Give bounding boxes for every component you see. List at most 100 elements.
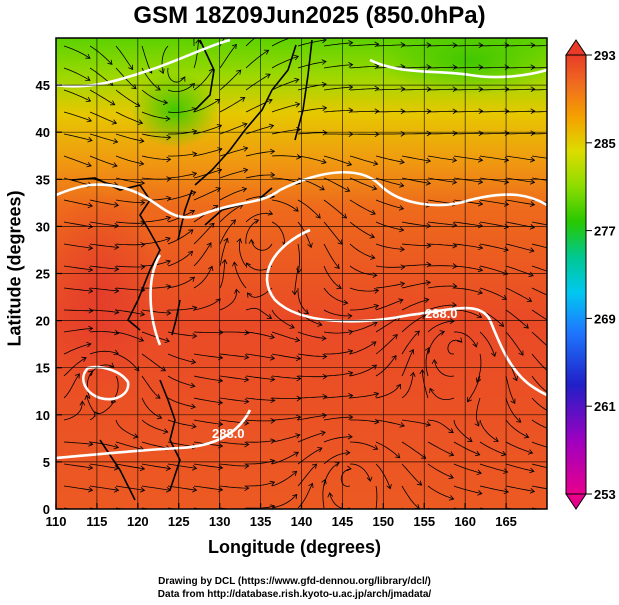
streamline bbox=[324, 350, 353, 355]
streamline bbox=[401, 264, 431, 267]
streamline-arrowhead bbox=[180, 76, 186, 82]
x-tick-label: 155 bbox=[413, 514, 435, 529]
streamline bbox=[531, 441, 547, 448]
streamline bbox=[531, 419, 547, 429]
streamline-arrowhead bbox=[113, 201, 120, 208]
streamline bbox=[349, 155, 378, 165]
streamline-arrowhead bbox=[557, 109, 561, 114]
streamline bbox=[401, 349, 414, 377]
streamline-arrowhead bbox=[557, 43, 561, 48]
streamline bbox=[86, 370, 93, 399]
streamline-arrowhead bbox=[79, 400, 86, 406]
streamline bbox=[167, 251, 193, 267]
streamline-arrowhead bbox=[86, 161, 92, 168]
streamline bbox=[297, 288, 309, 314]
x-tick-label: 165 bbox=[495, 514, 517, 529]
streamline-arrowhead bbox=[557, 87, 561, 92]
streamline-arrowhead bbox=[373, 303, 380, 310]
temperature-field bbox=[56, 38, 547, 509]
streamline-arrowhead bbox=[474, 421, 480, 427]
streamline-arrowhead bbox=[242, 146, 249, 152]
streamline-arrowhead bbox=[296, 414, 302, 421]
streamline bbox=[349, 243, 375, 259]
streamline-arrowhead bbox=[501, 294, 508, 300]
streamline-arrowhead bbox=[244, 354, 250, 360]
streamline-arrowhead bbox=[425, 157, 432, 164]
streamline-arrowhead bbox=[392, 334, 398, 340]
streamline-arrowhead bbox=[452, 130, 458, 137]
streamline bbox=[115, 221, 145, 224]
streamline-arrowhead bbox=[270, 418, 276, 424]
y-tick-label: 10 bbox=[36, 408, 50, 423]
streamline-arrowhead bbox=[551, 411, 556, 416]
streamline bbox=[294, 265, 299, 295]
contour-label: 288.0 bbox=[425, 306, 458, 321]
streamline bbox=[323, 221, 343, 245]
streamline bbox=[401, 221, 431, 227]
streamline-arrowhead bbox=[321, 81, 327, 88]
streamline bbox=[115, 419, 138, 438]
streamline-arrowhead bbox=[549, 347, 554, 351]
streamline bbox=[531, 221, 547, 226]
streamline bbox=[505, 44, 535, 47]
streamline-arrowhead bbox=[194, 18, 198, 23]
streamline-arrowhead bbox=[295, 355, 302, 362]
y-tick-label: 15 bbox=[36, 361, 50, 376]
streamline-arrowhead bbox=[399, 158, 405, 165]
streamline-arrowhead bbox=[270, 148, 276, 155]
streamline bbox=[220, 331, 249, 334]
streamline-arrowhead bbox=[241, 186, 248, 193]
streamline-arrowhead bbox=[556, 202, 560, 207]
streamline-arrowhead bbox=[477, 178, 484, 185]
streamline bbox=[63, 89, 91, 102]
streamline-arrowhead bbox=[472, 342, 478, 348]
streamline bbox=[349, 65, 379, 69]
streamline-arrowhead bbox=[113, 486, 120, 493]
streamline-arrowhead bbox=[530, 42, 536, 49]
streamline-arrowhead bbox=[138, 336, 145, 342]
streamline-arrowhead bbox=[86, 341, 92, 348]
streamline bbox=[479, 66, 509, 69]
streamline-arrowhead bbox=[452, 108, 458, 115]
streamline-arrowhead bbox=[556, 179, 560, 184]
streamline bbox=[271, 397, 301, 399]
streamline-arrowhead bbox=[512, 375, 518, 382]
streamline-arrowhead bbox=[399, 182, 405, 188]
streamline bbox=[141, 463, 171, 470]
streamline-arrowhead bbox=[86, 117, 93, 123]
streamline-arrowhead bbox=[242, 167, 249, 174]
streamline-arrowhead bbox=[477, 266, 484, 273]
streamline bbox=[89, 89, 115, 106]
x-axis-ticks: 110 115 120 125 130 135 140 145 150 155 160 165 bbox=[46, 503, 517, 529]
streamline bbox=[115, 199, 145, 204]
streamline bbox=[245, 99, 273, 113]
streamline-arrowhead bbox=[371, 341, 377, 347]
streamline-arrowhead bbox=[315, 213, 321, 219]
streamline bbox=[167, 463, 197, 469]
streamline-arrowhead bbox=[451, 302, 457, 308]
streamline bbox=[245, 150, 275, 157]
streamline-arrowhead bbox=[244, 398, 250, 405]
streamline bbox=[219, 44, 237, 69]
streamline bbox=[63, 243, 93, 249]
streamline bbox=[401, 243, 431, 247]
streamline-arrowhead bbox=[163, 428, 169, 434]
streamline bbox=[479, 44, 509, 47]
streamline bbox=[251, 239, 273, 251]
streamline-arrowhead bbox=[557, 131, 561, 136]
streamline-arrowhead bbox=[425, 421, 432, 427]
streamline bbox=[89, 463, 119, 469]
streamline-arrowhead bbox=[192, 486, 198, 493]
streamline-arrowhead bbox=[452, 86, 458, 93]
streamline-arrowhead bbox=[113, 443, 120, 450]
streamline bbox=[479, 132, 509, 135]
streamline bbox=[401, 419, 431, 426]
streamline bbox=[453, 265, 483, 271]
streamline bbox=[271, 56, 299, 69]
streamline bbox=[297, 431, 326, 443]
streamline-arrowhead bbox=[264, 28, 269, 33]
streamline-arrowhead bbox=[556, 488, 560, 493]
streamline-arrowhead bbox=[371, 185, 378, 191]
streamline-arrowhead bbox=[530, 130, 536, 137]
streamline bbox=[531, 375, 547, 393]
